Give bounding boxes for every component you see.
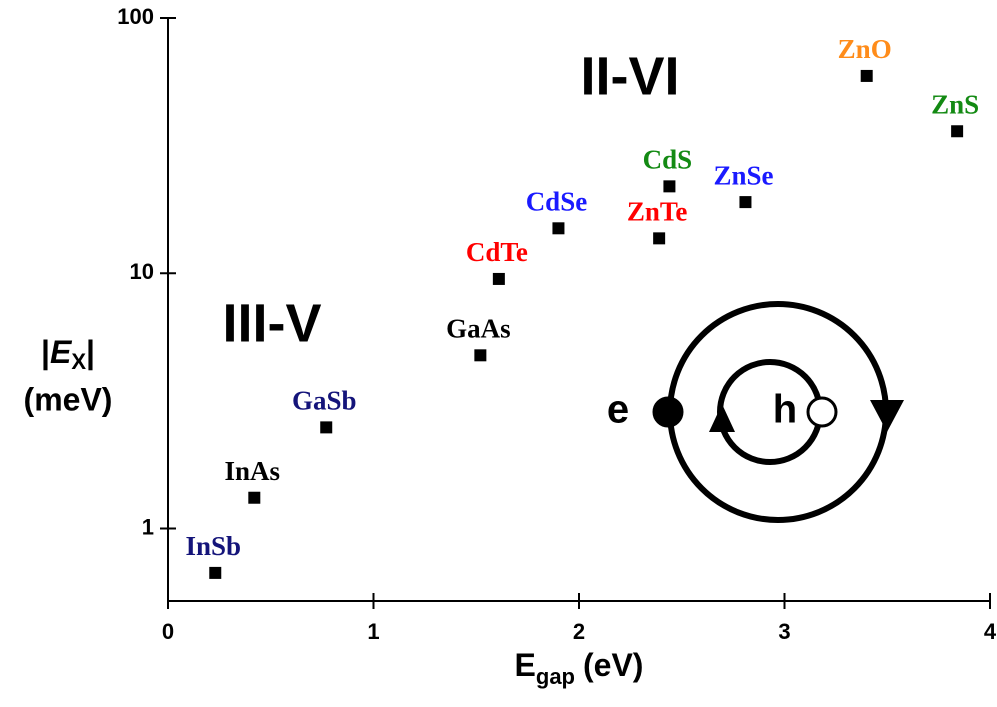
point bbox=[552, 222, 565, 235]
point bbox=[663, 180, 676, 193]
exciton-diagram bbox=[652, 301, 904, 523]
arrow bbox=[709, 404, 735, 432]
y-label-sub: X bbox=[71, 349, 86, 374]
y-axis-label: (meV) bbox=[24, 381, 113, 417]
electron bbox=[652, 396, 684, 428]
y-tick-label: 100 bbox=[117, 4, 154, 29]
arrow bbox=[870, 400, 904, 432]
point bbox=[492, 272, 505, 285]
y-label-part: | bbox=[86, 334, 95, 370]
point-label: ZnO bbox=[838, 34, 892, 64]
annotation: II-VI bbox=[580, 46, 679, 106]
x-tick-label: 4 bbox=[984, 619, 997, 644]
annotation: III-V bbox=[222, 293, 321, 353]
x-tick-label: 0 bbox=[162, 619, 174, 644]
point bbox=[951, 125, 964, 138]
point-label: ZnTe bbox=[627, 197, 688, 227]
point bbox=[209, 566, 222, 579]
y-tick-label: 1 bbox=[142, 514, 154, 539]
point bbox=[860, 69, 873, 82]
point bbox=[739, 196, 752, 209]
point-label: GaSb bbox=[292, 386, 357, 416]
point bbox=[248, 491, 261, 504]
x-label-part: (eV) bbox=[583, 647, 643, 683]
point bbox=[474, 349, 487, 362]
y-label-part: E bbox=[50, 334, 73, 370]
x-label-part: E bbox=[515, 647, 536, 683]
x-tick-label: 2 bbox=[573, 619, 585, 644]
x-tick-label: 1 bbox=[367, 619, 379, 644]
point-label: ZnSe bbox=[713, 160, 773, 190]
point bbox=[653, 232, 666, 245]
x-tick-label: 3 bbox=[778, 619, 790, 644]
y-label-part: | bbox=[41, 334, 50, 370]
x-axis-label: Egap (eV) bbox=[515, 647, 644, 688]
y-tick-label: 10 bbox=[130, 259, 154, 284]
x-label-sub: gap bbox=[536, 664, 575, 689]
point-label: InAs bbox=[225, 456, 281, 486]
point-label: GaAs bbox=[446, 314, 511, 344]
hole bbox=[806, 396, 838, 428]
point-label: ZnS bbox=[931, 89, 979, 119]
inner-orbit bbox=[717, 359, 823, 465]
point-label: CdSe bbox=[526, 187, 588, 217]
point-label: InSb bbox=[185, 531, 241, 561]
point-label: CdTe bbox=[466, 237, 528, 267]
y-axis-label: |EX| bbox=[41, 334, 95, 373]
annotation: e bbox=[607, 388, 629, 432]
point bbox=[320, 421, 333, 434]
annotation: h bbox=[773, 388, 797, 432]
point-label: CdS bbox=[643, 145, 693, 175]
